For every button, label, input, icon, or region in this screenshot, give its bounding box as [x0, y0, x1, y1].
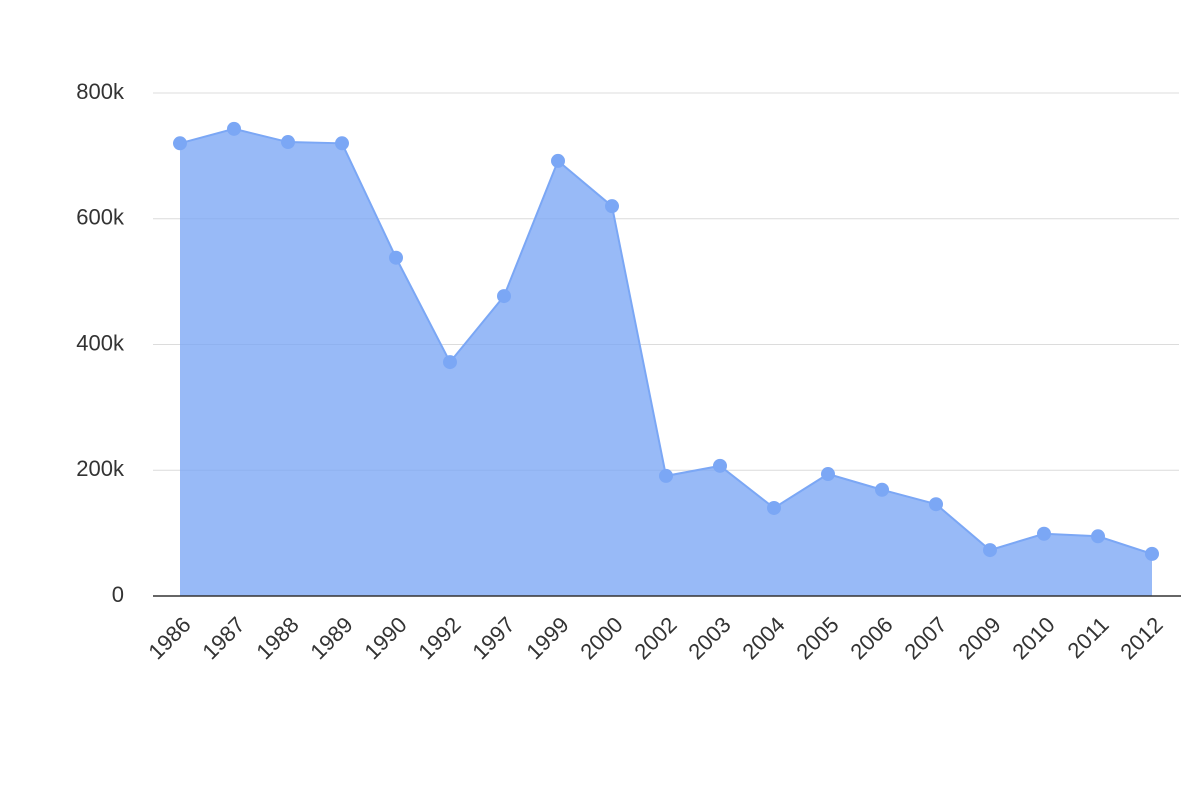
point	[1037, 526, 1051, 541]
point	[443, 355, 457, 370]
x-tick-label: 2005	[791, 612, 843, 664]
point	[173, 136, 187, 151]
x-tick-label: 2010	[1007, 612, 1059, 664]
point	[335, 136, 349, 151]
point	[1091, 529, 1105, 544]
area	[180, 128, 1152, 596]
point	[1145, 546, 1159, 561]
x-tick-label: 1997	[467, 612, 519, 664]
x-tick-label: 1989	[305, 612, 357, 664]
y-tick-label: 400k	[76, 330, 125, 355]
point	[605, 199, 619, 214]
point	[983, 543, 997, 558]
x-tick-label: 1992	[413, 612, 465, 664]
x-tick-label: 1988	[251, 612, 303, 664]
x-tick-label: 2004	[737, 612, 789, 664]
point	[497, 289, 511, 304]
x-tick-label: 1990	[359, 612, 411, 664]
x-tick-label: 2006	[845, 612, 897, 664]
x-tick-label: 2009	[953, 612, 1005, 664]
point	[551, 153, 565, 168]
x-tick-label: 2011	[1063, 612, 1114, 663]
y-tick-label: 0	[112, 582, 124, 607]
x-tick-label: 2012	[1115, 612, 1167, 664]
x-tick-label: 2000	[575, 612, 627, 664]
x-tick-label: 2003	[683, 612, 735, 664]
point	[389, 250, 403, 265]
y-tick-label: 800k	[76, 79, 125, 104]
point	[659, 468, 673, 483]
point	[875, 482, 889, 497]
point	[929, 497, 943, 512]
y-tick-label: 600k	[76, 205, 125, 230]
point	[767, 500, 781, 515]
x-tick-label: 1999	[521, 612, 573, 664]
point	[713, 458, 727, 473]
point	[227, 121, 241, 136]
x-tick-label: 2002	[629, 612, 681, 664]
point	[821, 467, 835, 482]
x-tick-label: 1986	[143, 612, 195, 664]
point	[281, 135, 295, 150]
x-tick-label: 2007	[899, 612, 951, 664]
y-tick-label: 200k	[76, 456, 125, 481]
x-tick-label: 1987	[197, 612, 249, 664]
